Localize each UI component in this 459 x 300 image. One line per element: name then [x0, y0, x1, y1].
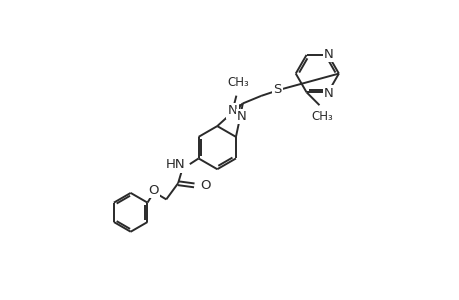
Text: S: S	[273, 83, 281, 96]
Text: CH₃: CH₃	[227, 76, 248, 89]
Text: N: N	[227, 104, 237, 117]
Text: O: O	[148, 184, 158, 197]
Text: HN: HN	[165, 158, 185, 171]
Text: O: O	[200, 179, 211, 192]
Text: N: N	[323, 48, 333, 61]
Text: N: N	[236, 110, 246, 123]
Text: CH₃: CH₃	[311, 110, 333, 123]
Text: N: N	[323, 86, 333, 100]
